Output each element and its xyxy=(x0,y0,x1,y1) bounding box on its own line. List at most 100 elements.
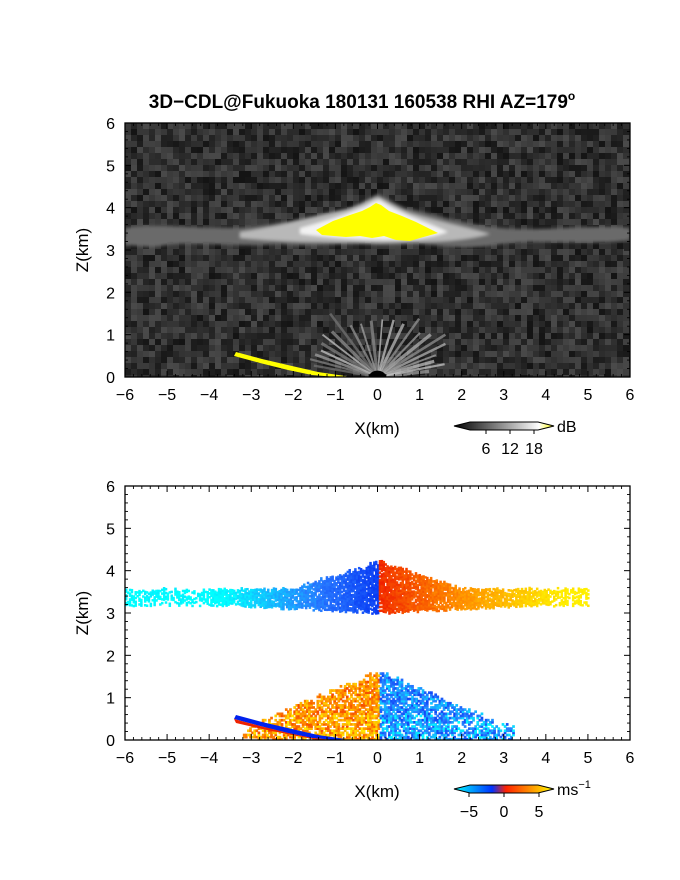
noise-pixel xyxy=(137,177,143,183)
noise-pixel xyxy=(323,369,329,375)
noise-pixel xyxy=(569,189,575,195)
noise-pixel xyxy=(155,213,161,219)
noise-pixel xyxy=(203,189,209,195)
noise-pixel xyxy=(341,333,347,339)
noise-pixel xyxy=(149,219,155,225)
noise-pixel xyxy=(197,123,203,129)
noise-pixel xyxy=(461,171,467,177)
velocity-pixel xyxy=(337,581,340,584)
noise-pixel xyxy=(371,129,377,135)
noise-pixel xyxy=(443,363,449,369)
velocity-pixel xyxy=(229,602,232,605)
noise-pixel xyxy=(125,123,131,129)
noise-pixel xyxy=(569,279,575,285)
noise-pixel xyxy=(317,375,323,377)
noise-pixel xyxy=(587,141,593,147)
velocity-pixel xyxy=(333,604,336,608)
velocity-pixel xyxy=(340,590,344,594)
noise-pixel xyxy=(533,183,539,189)
noise-pixel xyxy=(167,291,173,297)
velocity-pixel xyxy=(278,595,281,599)
noise-pixel xyxy=(311,183,317,189)
noise-pixel xyxy=(203,147,209,153)
velocity-pixel xyxy=(352,601,355,604)
noise-pixel xyxy=(545,291,551,297)
velocity-pixel xyxy=(304,597,308,600)
velocity-pixel xyxy=(176,596,179,599)
noise-pixel xyxy=(449,171,455,177)
velocity-pixel xyxy=(338,576,342,579)
noise-pixel xyxy=(623,339,629,345)
velocity-pixel xyxy=(342,585,346,589)
noise-pixel xyxy=(299,129,305,135)
velocity-pixel xyxy=(314,584,317,588)
noise-pixel xyxy=(467,129,473,135)
velocity-pixel xyxy=(316,597,319,601)
noise-pixel xyxy=(545,141,551,147)
noise-pixel xyxy=(275,255,281,261)
noise-pixel xyxy=(365,279,371,285)
noise-pixel xyxy=(137,135,143,141)
noise-pixel xyxy=(515,153,521,159)
velocity-pixel xyxy=(333,583,336,587)
velocity-pixel xyxy=(242,593,245,596)
noise-pixel xyxy=(275,285,281,291)
noise-pixel xyxy=(245,321,251,327)
noise-pixel xyxy=(161,303,167,309)
x-tick-label: 0 xyxy=(373,387,382,404)
noise-pixel xyxy=(269,201,275,207)
noise-pixel xyxy=(221,213,227,219)
velocity-pixel xyxy=(352,595,355,599)
noise-pixel xyxy=(251,165,257,171)
noise-pixel xyxy=(263,267,269,273)
noise-pixel xyxy=(437,183,443,189)
noise-pixel xyxy=(563,135,569,141)
velocity-pixel xyxy=(320,609,323,613)
noise-pixel xyxy=(593,171,599,177)
noise-pixel xyxy=(443,201,449,207)
noise-pixel xyxy=(425,357,431,363)
reflectivity-colorbar-ticks: 6 12 18 xyxy=(482,430,543,458)
noise-pixel xyxy=(341,261,347,267)
noise-pixel xyxy=(599,327,605,333)
noise-pixel xyxy=(305,309,311,315)
noise-pixel xyxy=(215,327,221,333)
noise-pixel xyxy=(191,303,197,309)
noise-pixel xyxy=(191,201,197,207)
noise-pixel xyxy=(317,201,323,207)
noise-pixel xyxy=(161,333,167,339)
noise-pixel xyxy=(275,273,281,279)
noise-pixel xyxy=(395,195,401,201)
velocity-pixel xyxy=(306,591,310,594)
noise-pixel xyxy=(569,153,575,159)
velocity-pixel xyxy=(346,593,350,597)
noise-pixel xyxy=(389,273,395,279)
noise-pixel xyxy=(209,207,215,213)
noise-pixel xyxy=(485,375,491,377)
noise-pixel xyxy=(383,135,389,141)
noise-pixel xyxy=(221,375,227,377)
velocity-pixel xyxy=(159,589,162,593)
noise-pixel xyxy=(359,261,365,267)
noise-pixel xyxy=(203,297,209,303)
velocity-pixel xyxy=(229,596,232,599)
noise-pixel xyxy=(557,309,563,315)
noise-pixel xyxy=(461,135,467,141)
noise-pixel xyxy=(131,183,137,189)
velocity-pixel xyxy=(327,608,331,611)
noise-pixel xyxy=(407,141,413,147)
velocity-pixel xyxy=(157,591,160,595)
velocity-pixel xyxy=(301,598,304,602)
noise-pixel xyxy=(311,297,317,303)
noise-pixel xyxy=(155,279,161,285)
noise-pixel xyxy=(617,213,623,219)
noise-pixel xyxy=(575,261,581,267)
velocity-pixel xyxy=(316,582,319,585)
velocity-pixel xyxy=(285,588,289,592)
noise-pixel xyxy=(125,189,131,195)
noise-pixel xyxy=(581,171,587,177)
noise-pixel xyxy=(239,321,245,327)
velocity-pixel xyxy=(331,604,334,607)
noise-pixel xyxy=(203,291,209,297)
clutter-ray xyxy=(376,333,432,377)
